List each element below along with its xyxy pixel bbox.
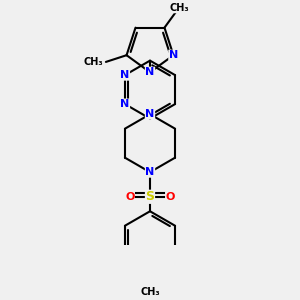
- Text: N: N: [146, 167, 154, 177]
- Text: N: N: [169, 50, 178, 60]
- Text: O: O: [125, 192, 134, 202]
- Text: CH₃: CH₃: [83, 57, 103, 67]
- Text: N: N: [146, 67, 154, 77]
- Text: N: N: [146, 109, 154, 119]
- Text: N: N: [120, 99, 130, 109]
- Text: CH₃: CH₃: [170, 3, 189, 13]
- Text: O: O: [166, 192, 175, 202]
- Text: S: S: [146, 190, 154, 203]
- Text: CH₃: CH₃: [140, 287, 160, 297]
- Text: N: N: [120, 70, 130, 80]
